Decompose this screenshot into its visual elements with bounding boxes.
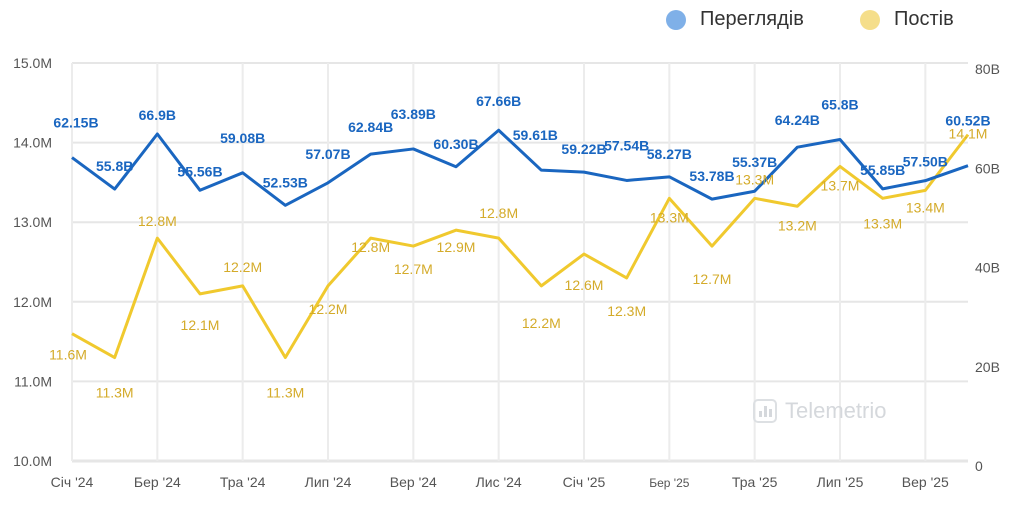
legend-item-views[interactable]: Переглядів bbox=[666, 8, 804, 31]
x-axis-tick: Тра '25 bbox=[732, 474, 778, 490]
left-axis-tick: 10.0M bbox=[13, 453, 52, 469]
posts-data-label: 12.7M bbox=[693, 271, 732, 287]
right-axis-tick: 20B bbox=[975, 359, 1000, 375]
posts-data-label: 11.3M bbox=[266, 385, 304, 401]
posts-data-label: 12.7M bbox=[394, 261, 433, 277]
left-axis-tick: 11.0M bbox=[14, 373, 52, 389]
views-data-label: 65.8B bbox=[821, 96, 858, 112]
posts-data-label: 13.3M bbox=[650, 209, 689, 225]
views-data-label: 58.27B bbox=[647, 146, 692, 162]
views-data-label: 62.84B bbox=[348, 119, 393, 135]
views-data-label: 67.66B bbox=[476, 93, 521, 109]
posts-data-label: 13.4M bbox=[906, 199, 945, 215]
posts-data-label: 12.8M bbox=[479, 205, 518, 221]
x-axis-tick: Бер '25 bbox=[649, 476, 690, 490]
x-axis-tick: Тра '24 bbox=[220, 474, 266, 490]
views-data-label: 55.8B bbox=[96, 158, 133, 174]
posts-data-label: 12.3M bbox=[607, 303, 646, 319]
views-data-label: 57.54B bbox=[604, 137, 649, 153]
views-data-label: 55.56B bbox=[177, 163, 222, 179]
views-data-label: 55.37B bbox=[732, 154, 777, 170]
bar-chart-icon bbox=[753, 399, 777, 423]
posts-data-label: 13.2M bbox=[778, 217, 817, 233]
views-data-label: 59.08B bbox=[220, 130, 265, 146]
posts-data-label: 12.8M bbox=[351, 239, 390, 255]
posts-data-label: 12.2M bbox=[309, 301, 348, 317]
left-axis-tick: 13.0M bbox=[13, 214, 52, 230]
views-data-label: 63.89B bbox=[391, 106, 436, 122]
left-axis-tick: 12.0M bbox=[13, 294, 52, 310]
posts-data-label: 14.1M bbox=[949, 126, 988, 142]
views-data-label: 55.85B bbox=[860, 162, 905, 178]
views-data-label: 62.15B bbox=[53, 115, 98, 131]
legend-posts-marker bbox=[860, 9, 880, 30]
x-axis-tick: Бер '24 bbox=[134, 474, 181, 490]
posts-data-label: 11.3M bbox=[96, 385, 134, 401]
legend-item-posts[interactable]: Постів bbox=[860, 8, 954, 31]
views-data-label: 57.50B bbox=[903, 154, 948, 170]
views-data-label: 52.53B bbox=[263, 174, 308, 190]
posts-data-label: 11.6M bbox=[49, 347, 87, 363]
posts-data-label: 13.3M bbox=[863, 215, 902, 231]
x-axis-tick: Лип '24 bbox=[305, 474, 352, 490]
legend-posts-label: Постів bbox=[894, 8, 954, 30]
posts-data-label: 12.6M bbox=[565, 277, 604, 293]
posts-data-label: 12.8M bbox=[138, 213, 177, 229]
views-line bbox=[71, 128, 969, 207]
posts-line bbox=[71, 133, 970, 360]
right-axis-tick: 40B bbox=[975, 260, 1000, 276]
x-axis-tick: Лис '24 bbox=[476, 474, 522, 490]
views-data-label: 57.07B bbox=[305, 146, 350, 162]
views-data-label: 60.30B bbox=[433, 136, 478, 152]
left-axis-tick: 15.0M bbox=[13, 55, 52, 71]
right-axis-tick: 0 bbox=[975, 458, 983, 474]
watermark: Telemetrio bbox=[753, 398, 886, 424]
legend-views-marker bbox=[666, 9, 686, 30]
posts-data-label: 12.2M bbox=[223, 259, 262, 275]
x-axis-tick: Січ '25 bbox=[563, 474, 606, 490]
views-data-label: 59.61B bbox=[513, 127, 558, 143]
watermark-text: Telemetrio bbox=[785, 398, 887, 423]
posts-data-label: 12.9M bbox=[437, 239, 476, 255]
views-data-label: 64.24B bbox=[775, 112, 820, 128]
posts-data-label: 12.1M bbox=[181, 317, 220, 333]
x-axis-tick: Вер '25 bbox=[902, 474, 949, 490]
views-data-label: 59.22B bbox=[561, 141, 606, 157]
views-data-label: 66.9B bbox=[139, 107, 176, 123]
legend-views-label: Переглядів bbox=[700, 8, 804, 30]
posts-data-label: 12.2M bbox=[522, 315, 561, 331]
views-data-label: 60.52B bbox=[945, 113, 990, 129]
x-axis-tick: Вер '24 bbox=[390, 474, 437, 490]
right-axis-tick: 80B bbox=[975, 61, 1000, 77]
left-axis-tick: 14.0M bbox=[13, 135, 52, 151]
posts-data-label: 13.7M bbox=[821, 177, 860, 193]
posts-data-label: 13.3M bbox=[735, 171, 774, 187]
x-axis-tick: Січ '24 bbox=[51, 474, 94, 490]
right-axis-tick: 60B bbox=[975, 160, 1000, 176]
x-axis-tick: Лип '25 bbox=[817, 474, 864, 490]
views-data-label: 53.78B bbox=[689, 168, 734, 184]
